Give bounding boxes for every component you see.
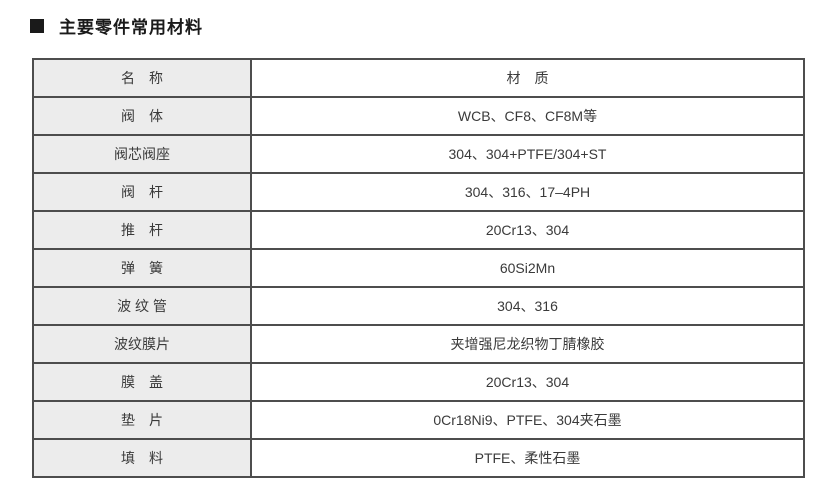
part-name-cell: 弹 簧 (32, 248, 252, 288)
table-header-row: 名 称 材 质 (32, 58, 805, 98)
table-row: 垫 片 0Cr18Ni9、PTFE、304夹石墨 (32, 400, 805, 440)
title-square-bullet-icon (30, 18, 44, 33)
column-header-name: 名 称 (32, 58, 252, 98)
part-name-cell: 膜 盖 (32, 362, 252, 402)
page-title: 主要零件常用材料 (30, 13, 203, 38)
table-body: 名 称 材 质 阀 体 WCB、CF8、CF8M等 阀芯阀座 304、304+PTFE… (32, 58, 805, 478)
material-cell: WCB、CF8、CF8M等 (250, 96, 805, 136)
material-cell: 304、304+PTFE/304+ST (250, 134, 805, 174)
material-cell: 60Si2Mn (250, 248, 805, 288)
material-cell: 0Cr18Ni9、PTFE、304夹石墨 (250, 400, 805, 440)
part-name-cell: 波 纹 管 (32, 286, 252, 326)
table-row: 弹 簧 60Si2Mn (32, 248, 805, 288)
material-cell: 20Cr13、304 (250, 362, 805, 402)
page-title-text: 主要零件常用材料 (59, 18, 203, 37)
part-name-cell: 阀芯阀座 (32, 134, 252, 174)
part-name-cell: 填 料 (32, 438, 252, 478)
part-name-cell: 波纹膜片 (32, 324, 252, 364)
table-row: 推 杆 20Cr13、304 (32, 210, 805, 250)
part-name-cell: 阀 杆 (32, 172, 252, 212)
table-row: 膜 盖 20Cr13、304 (32, 362, 805, 402)
table-row: 阀芯阀座 304、304+PTFE/304+ST (32, 134, 805, 174)
materials-table: 名 称 材 质 阀 体 WCB、CF8、CF8M等 阀芯阀座 304、304+PTFE… (32, 58, 805, 478)
table-row: 波纹膜片 夹增强尼龙织物丁腈橡胶 (32, 324, 805, 364)
part-name-cell: 垫 片 (32, 400, 252, 440)
material-cell: 夹增强尼龙织物丁腈橡胶 (250, 324, 805, 364)
table-row: 波 纹 管 304、316 (32, 286, 805, 326)
table-row: 填 料 PTFE、柔性石墨 (32, 438, 805, 478)
material-cell: 304、316 (250, 286, 805, 326)
column-header-material: 材 质 (250, 58, 805, 98)
part-name-cell: 阀 体 (32, 96, 252, 136)
material-cell: 304、316、17–4PH (250, 172, 805, 212)
table-row: 阀 体 WCB、CF8、CF8M等 (32, 96, 805, 136)
material-cell: 20Cr13、304 (250, 210, 805, 250)
material-cell: PTFE、柔性石墨 (250, 438, 805, 478)
part-name-cell: 推 杆 (32, 210, 252, 250)
table-row: 阀 杆 304、316、17–4PH (32, 172, 805, 212)
